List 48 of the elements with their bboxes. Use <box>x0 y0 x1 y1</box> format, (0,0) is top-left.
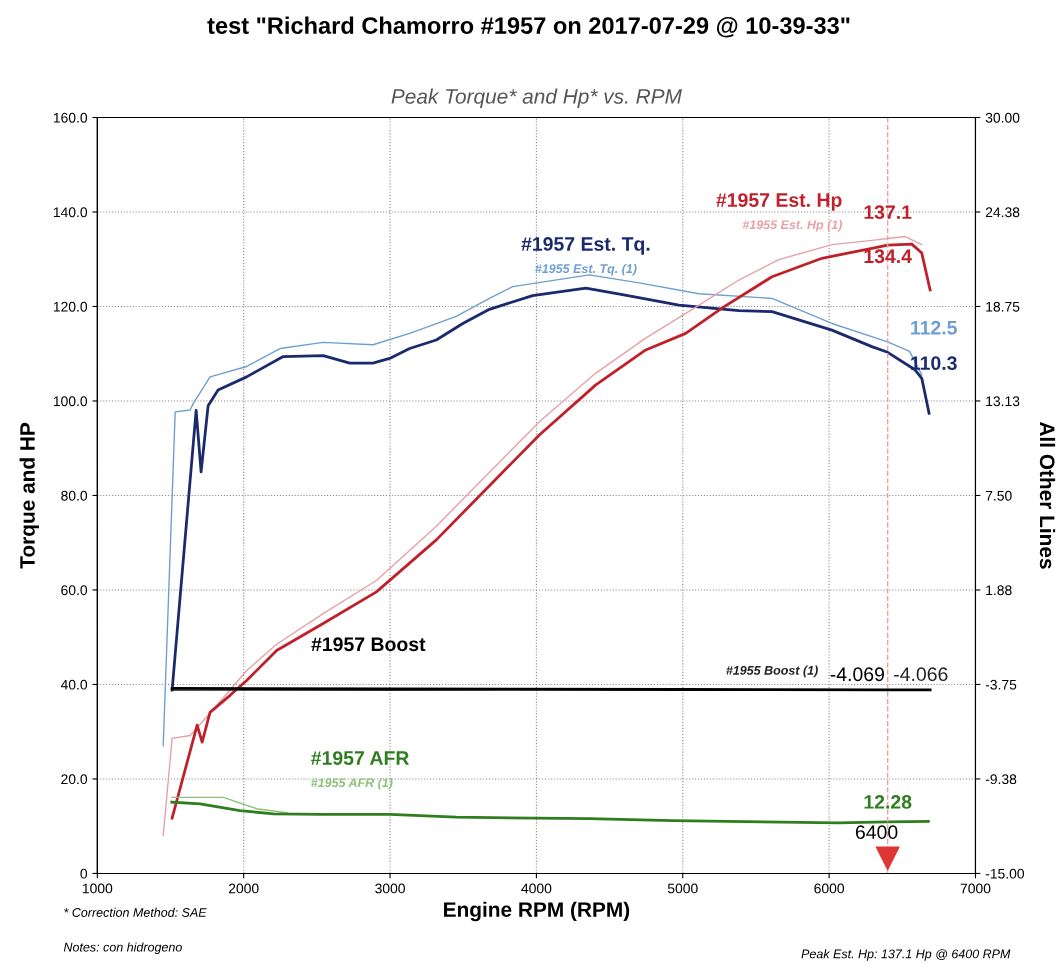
x-tick-label: 3000 <box>375 883 405 894</box>
y-tick-label: 80.0 <box>61 490 88 501</box>
y-tick-label: 160.0 <box>53 112 88 123</box>
chart-subtitle: Peak Torque* and Hp* vs. RPM <box>391 88 682 108</box>
text: #1955 AFR (1) <box>311 777 393 790</box>
annotation: 12.28 <box>864 795 912 809</box>
text: * Correction Method: SAE <box>64 907 207 917</box>
y-tick-label: 40.0 <box>60 679 88 690</box>
y-tick-label: 20.0 <box>61 774 88 785</box>
data-label: -4.066 <box>894 667 948 682</box>
chart-title: test "Richard Chamorro #1957 on 2017-07-29 @ 10-39-33" <box>207 16 850 38</box>
y-tick-label: 60.0 <box>61 585 88 596</box>
y2-axis-title: All Other Lines <box>1039 421 1056 569</box>
text: Notes: con hidrogeno <box>63 942 182 955</box>
y2-tick-label: -9.38 <box>985 774 1017 785</box>
ref-line-label: 6400 <box>855 825 898 840</box>
y2-tick-label: 24.38 <box>985 207 1020 218</box>
x-axis-title: Engine RPM (RPM) <box>444 901 630 922</box>
text: #1957 Est. Hp <box>716 193 842 211</box>
y-tick-label: 100.0 <box>53 396 88 407</box>
y2-tick-label: 18.75 <box>986 301 1020 312</box>
series-label: #1955 Boost (1) <box>726 665 818 678</box>
x-tick-label: 6000 <box>814 883 845 894</box>
text: #1957 AFR <box>311 751 410 765</box>
y2-tick-label: 30.00 <box>985 112 1020 123</box>
x-tick-label: 1000 <box>82 883 113 894</box>
y-tick-label: 120.0 <box>53 301 88 312</box>
x-tick-label: 5000 <box>667 883 698 894</box>
x-tick-label: 7000 <box>960 883 991 894</box>
text: Peak Est. Hp: 137.1 Hp @ 6400 RPM <box>801 949 1011 961</box>
series-label: #1955 Est. Tq. (1) <box>535 263 637 276</box>
y-axis-title: Torque and HP <box>19 422 39 569</box>
y2-tick-label: 13.13 <box>986 396 1020 407</box>
y2-tick-label: 7.50 <box>985 490 1012 501</box>
data-label: 134.4 <box>864 249 912 264</box>
y-tick-label: 140.0 <box>53 207 88 218</box>
x-tick-label: 2000 <box>228 883 259 894</box>
y-tick-label: 0 <box>80 868 88 879</box>
data-label: 112.5 <box>911 320 957 335</box>
text: #1957 Est. Tq. <box>521 237 650 255</box>
series-label: #1957 Boost <box>311 637 426 652</box>
annotation: 137.1 <box>864 205 912 220</box>
y2-tick-label: -3.75 <box>985 679 1017 690</box>
y2-tick-label: -15.00 <box>985 868 1025 879</box>
series-label: #1955 Est. Hp (1) <box>742 219 843 232</box>
data-label: -4.069 <box>830 667 884 682</box>
y2-tick-label: 1.88 <box>986 585 1012 596</box>
x-tick-label: 4000 <box>521 883 552 894</box>
